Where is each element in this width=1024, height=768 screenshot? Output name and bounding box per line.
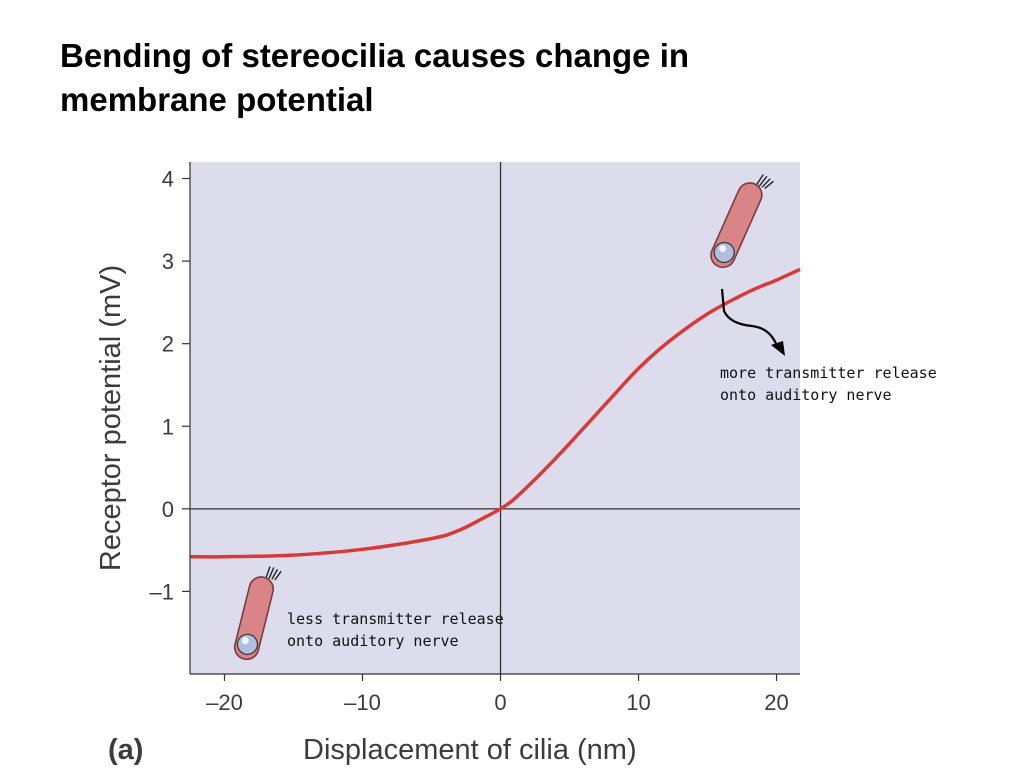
annotation-text-line: onto auditory nerve: [287, 632, 459, 650]
slide-title: Bending of stereocilia causes change in …: [60, 34, 860, 122]
x-tick-label: 10: [626, 690, 650, 715]
slide-title-line-2: membrane potential: [60, 81, 374, 118]
x-tick-label: –10: [344, 690, 381, 715]
annotation-less-release: less transmitter release onto auditory n…: [287, 608, 504, 652]
arrow-head: [771, 341, 785, 356]
slide-title-line-1: Bending of stereocilia causes change in: [60, 37, 690, 74]
y-tick-label: 0: [162, 497, 174, 522]
hair-cell-icon: [710, 174, 774, 269]
y-tick-label: 2: [162, 332, 174, 357]
x-tick-label: 20: [764, 690, 788, 715]
y-tick-label: 4: [162, 167, 174, 192]
annotation-text-line: onto auditory nerve: [720, 386, 892, 404]
x-tick-label: –20: [206, 690, 243, 715]
curved-arrow-icon: [720, 288, 779, 347]
hair-cell-icon: [233, 566, 282, 661]
annotation-text-line: less transmitter release: [287, 610, 504, 628]
panel-label: (a): [108, 734, 143, 766]
x-axis-label: Displacement of cilia (nm): [303, 734, 637, 766]
plot-area: [190, 162, 800, 674]
y-tick-label: 1: [162, 414, 174, 439]
x-tick-label: 0: [494, 690, 506, 715]
series-line: [189, 267, 801, 559]
annotation-text-line: more transmitter release: [720, 364, 937, 382]
y-tick-label: –1: [150, 579, 174, 604]
y-tick-label: 3: [162, 249, 174, 274]
y-axis-label: Receptor potential (mV): [95, 265, 127, 571]
annotation-more-release: more transmitter release onto auditory n…: [720, 362, 937, 406]
